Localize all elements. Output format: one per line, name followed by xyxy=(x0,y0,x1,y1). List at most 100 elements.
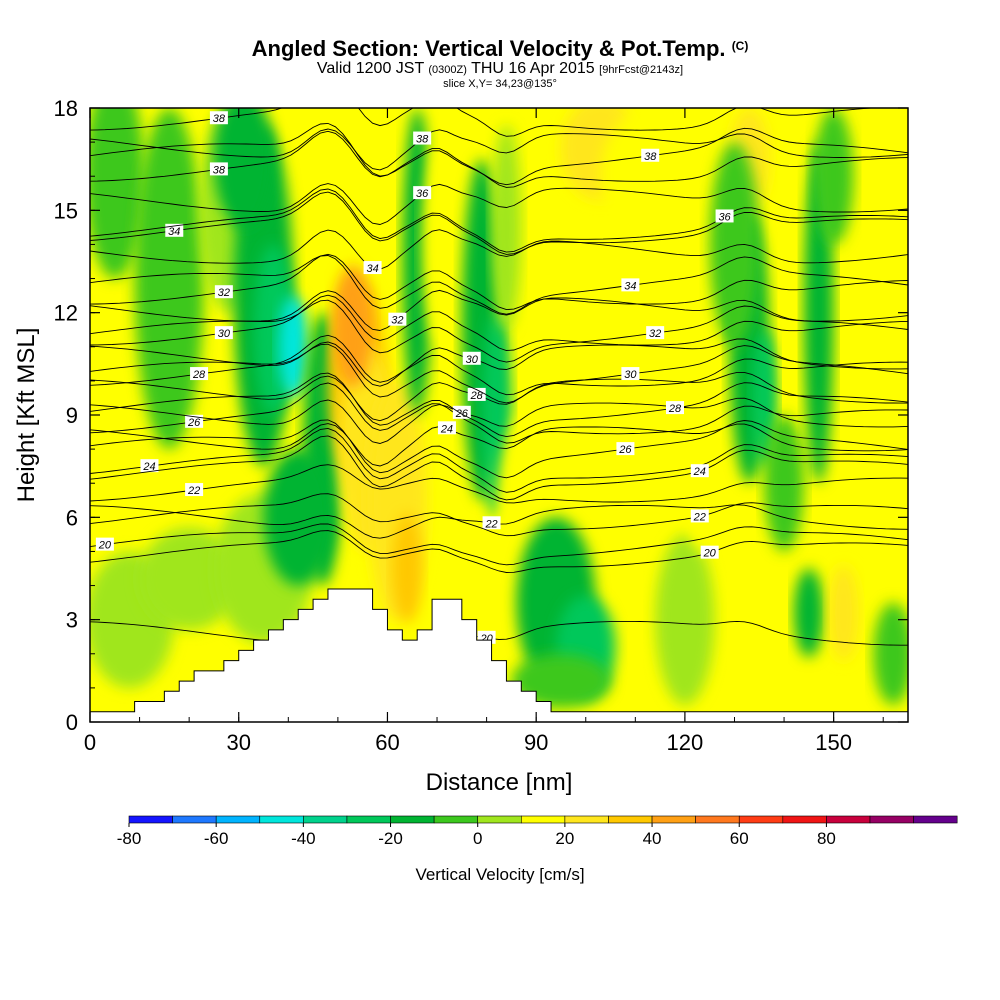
title-main: Angled Section: Vertical Velocity & Pot.… xyxy=(251,36,726,61)
colorbar-swatch xyxy=(172,815,217,824)
colorbar-swatch xyxy=(346,815,391,824)
contour-label: 20 xyxy=(703,548,717,560)
colorbar-swatch xyxy=(259,815,304,824)
colorbar-swatch xyxy=(869,815,914,824)
velocity-region xyxy=(422,142,462,347)
contour-label-box xyxy=(185,414,204,428)
contour-label-box xyxy=(715,209,734,223)
colorbar-swatch xyxy=(564,815,609,824)
x-axis: 0 30 60 90 120 150 xyxy=(84,108,884,755)
contour-label-box xyxy=(437,421,456,435)
colorbar-tick-label: -40 xyxy=(291,829,316,848)
theta-isentrope xyxy=(90,371,908,422)
contour-label: 24 xyxy=(440,423,453,435)
contour-label: 32 xyxy=(391,315,403,327)
theta-isentrope xyxy=(90,299,908,363)
contour-label: 26 xyxy=(618,444,632,456)
theta-isentrope xyxy=(90,191,908,255)
contour-label: 38 xyxy=(213,113,226,125)
velocity-region xyxy=(332,264,373,388)
velocity-region xyxy=(873,602,908,705)
velocity-region xyxy=(751,329,777,467)
contour-label: 36 xyxy=(416,188,429,200)
colorbar-tick-label: 40 xyxy=(643,829,662,848)
contour-label-box xyxy=(690,509,709,523)
theta-isentrope xyxy=(90,255,908,315)
colorbar-swatch xyxy=(303,815,348,824)
y-tick-label: 9 xyxy=(66,403,78,428)
colorbar-tick-label: -80 xyxy=(117,829,142,848)
theta-isentrope xyxy=(90,423,908,467)
contour-label-box xyxy=(140,459,159,473)
terrain-mask xyxy=(89,588,909,723)
colorbar-swatch xyxy=(215,815,261,824)
x-tick-label: 30 xyxy=(226,730,250,755)
contour-label-box xyxy=(646,326,665,340)
colorbar-swatch xyxy=(608,815,653,824)
theta-isentrope xyxy=(90,397,908,444)
contour-label: 36 xyxy=(718,211,731,223)
contour-label-box xyxy=(95,537,114,551)
contour-label: 30 xyxy=(218,328,231,340)
theta-isentrope xyxy=(90,128,908,171)
colorbar-swatch xyxy=(651,815,696,824)
contour-label-box xyxy=(700,545,719,559)
contour-label-box xyxy=(185,483,204,497)
y-tick-label: 6 xyxy=(66,505,78,530)
y-tick-label: 18 xyxy=(54,96,78,121)
contour-label-box xyxy=(214,326,233,340)
colorbar-swatch xyxy=(477,815,522,824)
valid-prefix: Valid 1200 JST xyxy=(316,60,424,77)
x-tick-label: 150 xyxy=(815,730,852,755)
theta-isentrope xyxy=(90,122,908,186)
theta-isentrope xyxy=(90,338,908,387)
colorbar-swatch xyxy=(695,815,740,824)
velocity-region xyxy=(655,534,715,705)
contour-label: 28 xyxy=(668,403,682,415)
theta-isentrope xyxy=(90,523,908,566)
theta-isentrope xyxy=(90,188,908,253)
y-tick-label: 12 xyxy=(54,301,78,326)
contour-label-box xyxy=(209,162,228,176)
contour-label-box xyxy=(462,351,481,365)
theta-isentrope xyxy=(90,183,908,225)
contour-label-box xyxy=(190,367,209,381)
velocity-region xyxy=(134,108,205,450)
forecast-tag: [9hrFcst@2143z] xyxy=(599,64,684,76)
contour-label: 20 xyxy=(98,540,112,552)
theta-isentrope xyxy=(90,530,908,573)
contour-label: 28 xyxy=(192,369,206,381)
velocity-region xyxy=(263,449,333,586)
contour-label-box xyxy=(452,405,471,419)
x-axis-label: Distance [nm] xyxy=(426,769,573,796)
contour-label: 38 xyxy=(416,134,429,146)
contour-label-box xyxy=(209,111,228,125)
contour-label-box xyxy=(165,223,184,237)
contour-label: 22 xyxy=(693,511,706,523)
colorbar-tick-label: 60 xyxy=(730,829,749,848)
valid-time-line: Valid 1200 JST (0300Z) THU 16 Apr 2015 [… xyxy=(0,60,1000,78)
chart-title: Angled Section: Vertical Velocity & Pot.… xyxy=(0,36,1000,62)
velocity-region xyxy=(679,346,730,552)
theta-isentrope xyxy=(90,427,908,493)
contour-label-box xyxy=(413,131,432,145)
theta-isentrope xyxy=(90,289,908,331)
theta-isentrope xyxy=(90,435,908,501)
colorbar-swatch xyxy=(913,815,958,824)
theta-isentrope xyxy=(90,229,908,270)
contour-label: 24 xyxy=(693,466,706,478)
x-tick-label: 120 xyxy=(667,730,704,755)
colorbar-tick-label: 20 xyxy=(555,829,574,848)
contour-label-box xyxy=(641,148,660,162)
velocity-region xyxy=(213,108,274,228)
valid-date: THU 16 Apr 2015 xyxy=(471,60,595,77)
contour-label-box xyxy=(363,261,382,275)
contour-label: 28 xyxy=(470,390,484,402)
colorbar: -80 -60 -40 -20 0 20 40 60 80 xyxy=(117,815,958,848)
colorbar-swatch xyxy=(738,815,784,824)
slice-info: slice X,Y= 34,23@135° xyxy=(443,78,557,90)
contour-label-box xyxy=(621,367,640,381)
contour-label: 34 xyxy=(366,263,378,275)
title-units: (C) xyxy=(731,39,749,53)
theta-isentrope xyxy=(90,620,908,655)
